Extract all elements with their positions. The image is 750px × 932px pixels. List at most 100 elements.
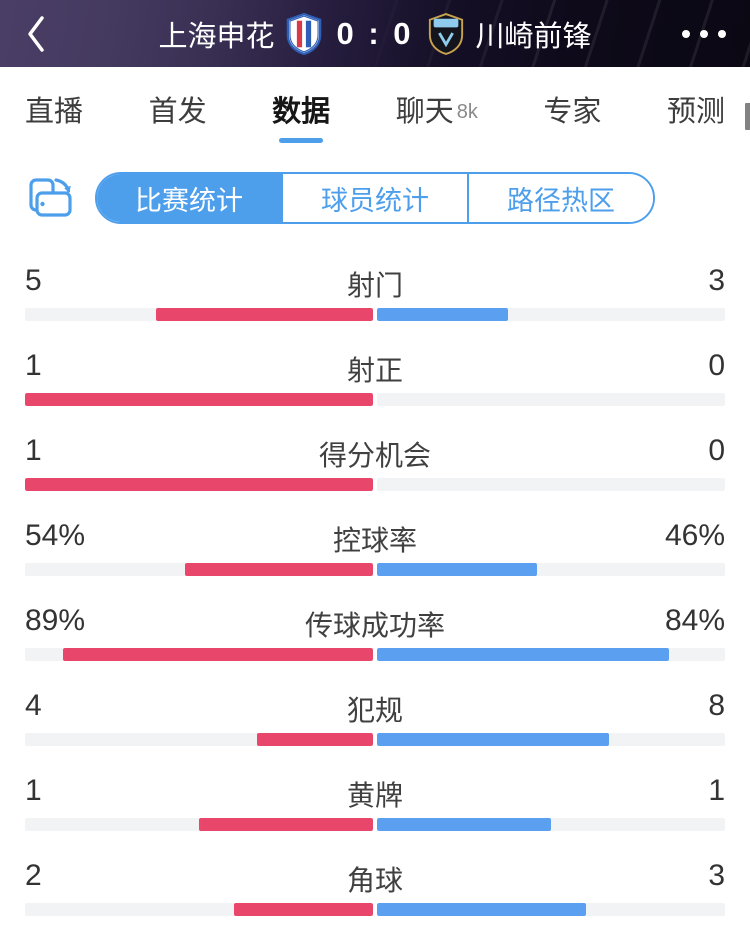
segment-item[interactable]: 比赛统计	[97, 174, 281, 222]
tab-label: 数据	[272, 95, 331, 128]
stat-row: 54% 控球率 46%	[25, 519, 725, 576]
stat-bar	[25, 393, 725, 406]
tab-item[interactable]: 聊天 8k	[396, 67, 478, 150]
stat-bar	[25, 733, 725, 746]
away-bar-track	[377, 733, 725, 746]
more-options-button[interactable]	[682, 20, 726, 48]
stat-label: 射门	[346, 270, 404, 301]
away-bar-track	[377, 903, 725, 916]
stat-label: 黄牌	[346, 780, 404, 811]
stat-row: 1 黄牌 1	[25, 774, 725, 831]
tab-label: 专家	[543, 95, 602, 128]
tabs-bar: 直播 首发 数据 聊天 8k 专家 预测	[0, 67, 750, 150]
stat-labels: 54% 控球率 46%	[25, 519, 725, 556]
away-bar-fill	[377, 818, 551, 831]
stat-labels: 1 射正 0	[25, 349, 725, 386]
stat-label: 犯规	[346, 695, 404, 726]
home-bar-track	[25, 648, 373, 661]
home-bar-fill	[63, 648, 373, 661]
away-team-name: 川崎前锋	[475, 20, 592, 53]
ellipsis-icon	[682, 29, 690, 38]
ellipsis-icon	[700, 29, 708, 38]
tab-item[interactable]: 直播	[25, 67, 83, 150]
away-bar-fill	[377, 733, 609, 746]
home-bar-track	[25, 733, 373, 746]
stat-labels: 2 角球 3	[25, 859, 725, 896]
chevron-left-icon	[28, 15, 44, 52]
stat-labels: 4 犯规 8	[25, 689, 725, 726]
away-stat-value: 0	[708, 349, 725, 382]
home-bar-track	[25, 903, 373, 916]
home-bar-fill	[257, 733, 373, 746]
away-bar-track	[377, 648, 725, 661]
match-stats-list: 5 射门 3 1 射正 0 1 得分机会	[0, 224, 750, 916]
away-stat-value: 1	[708, 774, 725, 807]
stat-row: 2 角球 3	[25, 859, 725, 916]
tab-label: 预测	[666, 95, 725, 128]
tab-item-partial[interactable]	[745, 103, 750, 130]
stat-row: 5 射门 3	[25, 264, 725, 321]
stat-bar	[25, 818, 725, 831]
away-stat-value: 0	[708, 434, 725, 467]
stat-label: 得分机会	[318, 440, 432, 471]
away-bar-fill	[377, 563, 538, 576]
stat-label: 传球成功率	[304, 610, 446, 641]
home-bar-track	[25, 563, 373, 576]
home-stat-value: 5	[25, 264, 42, 297]
away-bar-fill	[377, 648, 670, 661]
segment-item[interactable]: 路径热区	[467, 174, 653, 222]
home-stat-value: 1	[25, 774, 42, 807]
home-bar-fill	[185, 563, 373, 576]
home-bar-track	[25, 478, 373, 491]
away-team-badge-icon	[428, 12, 463, 55]
segment-item[interactable]: 球员统计	[281, 174, 467, 222]
home-bar-fill	[199, 818, 373, 831]
stat-labels: 89% 传球成功率 84%	[25, 604, 725, 641]
home-stat-value: 2	[25, 859, 42, 892]
home-bar-fill	[155, 308, 373, 321]
segment-label: 比赛统计	[135, 185, 243, 216]
home-bar-track	[25, 393, 373, 406]
stat-labels: 1 得分机会 0	[25, 434, 725, 471]
tab-item[interactable]: 专家	[543, 67, 601, 150]
stat-row: 4 犯规 8	[25, 689, 725, 746]
stat-bar	[25, 648, 725, 661]
segment-label: 路径热区	[507, 185, 615, 216]
home-team-badge-icon	[287, 12, 322, 55]
subtab-section: 比赛统计 球员统计 路径热区	[0, 150, 750, 224]
stat-row: 1 得分机会 0	[25, 434, 725, 491]
match-header: 上海申花 0 : 0 川崎前锋	[0, 0, 750, 67]
tab-item[interactable]: 预测	[667, 67, 725, 150]
tab-label: 直播	[25, 95, 84, 128]
home-stat-value: 1	[25, 349, 42, 382]
away-bar-track	[377, 818, 725, 831]
away-bar-fill	[377, 308, 508, 321]
away-stat-value: 84%	[664, 604, 725, 637]
away-bar-fill	[377, 903, 586, 916]
stat-labels: 1 黄牌 1	[25, 774, 725, 811]
home-bar-fill	[233, 903, 373, 916]
stats-segmented-control: 比赛统计 球员统计 路径热区	[95, 172, 655, 224]
home-team-name: 上海申花	[158, 20, 275, 53]
away-stat-value: 3	[708, 859, 725, 892]
rotate-screen-icon[interactable]	[25, 172, 77, 224]
tab-count-badge: 8k	[456, 101, 478, 123]
match-score: 0 : 0	[336, 15, 414, 51]
stat-bar	[25, 563, 725, 576]
away-bar-track	[377, 478, 725, 491]
stat-label: 角球	[346, 865, 404, 896]
home-stat-value: 1	[25, 434, 42, 467]
stat-label: 控球率	[332, 525, 418, 556]
stat-bar	[25, 903, 725, 916]
match-title: 上海申花 0 : 0 川崎前锋	[0, 0, 750, 67]
home-bar-fill	[25, 393, 373, 406]
tab-label: 首发	[148, 95, 207, 128]
tab-item[interactable]: 首发	[149, 67, 207, 150]
back-button[interactable]	[0, 0, 72, 67]
stat-label: 射正	[346, 355, 404, 386]
home-stat-value: 54%	[25, 519, 86, 552]
tab-item[interactable]: 数据	[272, 67, 330, 150]
ellipsis-icon	[718, 29, 726, 38]
away-bar-track	[377, 393, 725, 406]
home-stat-value: 4	[25, 689, 42, 722]
